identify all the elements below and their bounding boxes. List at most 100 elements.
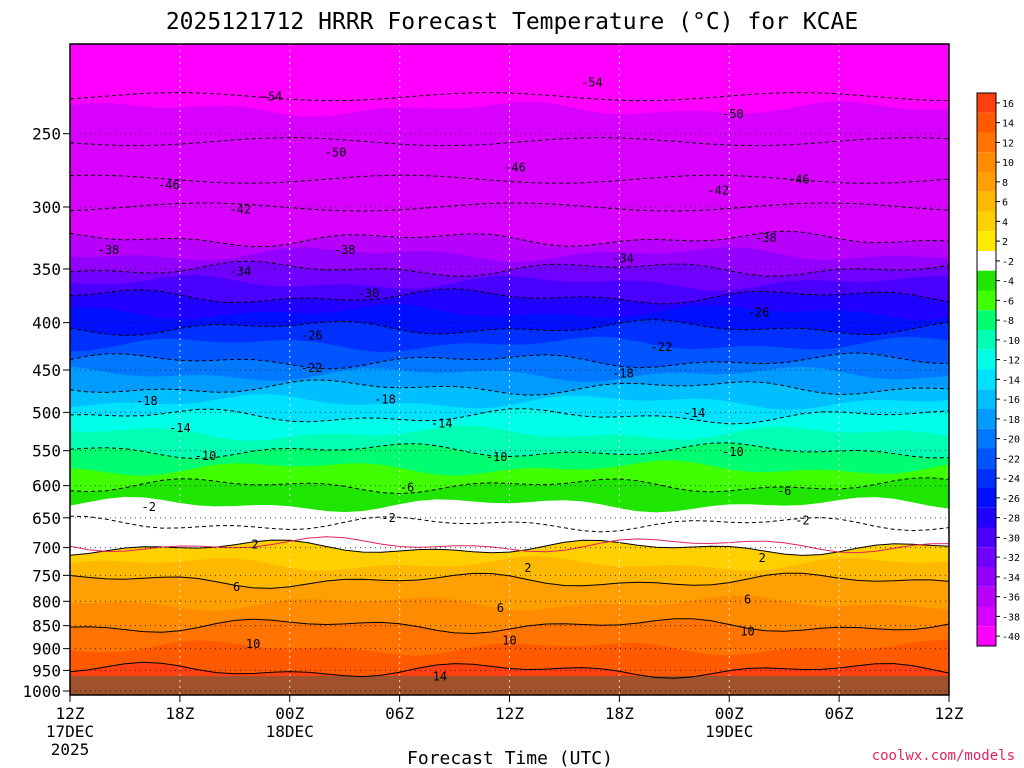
- colorbar-swatch: [977, 369, 996, 390]
- x-tick-date: 19DEC: [705, 722, 753, 741]
- y-tick-label: 400: [32, 314, 61, 333]
- colorbar-swatch: [977, 251, 996, 271]
- colorbar-swatch: [977, 626, 996, 646]
- colorbar-swatch: [977, 349, 996, 370]
- x-tick-label: 06Z: [825, 704, 854, 723]
- credit-text: coolwx.com/models: [872, 748, 1015, 764]
- y-tick-label: 500: [32, 403, 61, 422]
- colorbar-label: -22: [1002, 454, 1020, 465]
- colorbar-label: 6: [1002, 198, 1008, 209]
- y-tick-label: 300: [32, 198, 61, 217]
- colorbar-label: -8: [1002, 316, 1014, 327]
- colorbar-swatch: [977, 231, 996, 251]
- colorbar-label: -2: [1002, 257, 1014, 268]
- colorbar-swatch: [977, 132, 996, 153]
- colorbar-swatch: [977, 448, 996, 469]
- colorbar-label: 16: [1002, 99, 1014, 110]
- isotherm-line: [70, 260, 949, 277]
- colorbar-label: -14: [1002, 375, 1020, 386]
- colorbar-label: -26: [1002, 494, 1020, 505]
- isotherm-labels: -54 -54 -50 -50 -46 -46 -46 -42 -42 -38 -38 -38 -34 -…: [98, 75, 810, 683]
- isotherm-label: -26: [748, 305, 770, 319]
- isotherm-label: -34: [229, 264, 251, 278]
- colorbar-swatch: [977, 468, 996, 488]
- plot-area: -54 -54 -50 -50 -46 -46 -46 -42 -42 -38 -38 -38 -34 -…: [69, 43, 950, 696]
- colorbar-label: -28: [1002, 514, 1020, 525]
- colorbar-swatch: [977, 586, 996, 607]
- isotherm-label: -18: [374, 392, 396, 406]
- colorbar-swatch: [977, 488, 996, 508]
- colorbar-swatch: [977, 409, 996, 429]
- colorbar-swatch: [977, 152, 996, 172]
- colorbar: 16 14 12 10 8 6 4 2 -2 -4 -6 -8 -10 -12 -14 -16 -18 -20 -2…: [976, 92, 1020, 647]
- colorbar-swatch: [977, 93, 996, 113]
- x-tick-label: 12Z: [495, 704, 524, 723]
- isotherm-label: -38: [755, 231, 777, 245]
- y-tick-label: 800: [32, 592, 61, 611]
- colorbar-label: 12: [1002, 138, 1014, 149]
- isotherm-label: 2: [251, 538, 258, 552]
- y-tick-label: 600: [32, 477, 61, 496]
- isotherm-label: -14: [431, 416, 453, 430]
- isotherm-label: 10: [246, 637, 260, 651]
- colorbar-label: -38: [1002, 612, 1020, 623]
- isotherm-label: -2: [142, 500, 156, 514]
- isotherm-label: -2: [795, 513, 809, 527]
- colorbar-swatch: [977, 507, 996, 528]
- x-tick-year: 2025: [51, 740, 90, 759]
- y-tick-label: 700: [32, 539, 61, 558]
- x-axis-label: Forecast Time (UTC): [407, 748, 613, 768]
- y-tick-label: 900: [32, 640, 61, 659]
- isotherm-label: 2: [759, 551, 766, 565]
- isotherm-label: -46: [504, 161, 526, 175]
- isotherm-label: -2: [381, 511, 395, 525]
- colorbar-swatch: [977, 191, 996, 212]
- colorbar-label: -18: [1002, 415, 1020, 426]
- y-tick-label: 650: [32, 509, 61, 528]
- colorbar-label: -36: [1002, 593, 1020, 604]
- isotherm-line: [70, 572, 949, 589]
- isotherm-label: -6: [777, 484, 791, 498]
- isotherm-label: 10: [740, 624, 754, 638]
- isotherm-label: 6: [744, 592, 751, 606]
- isotherm-label: -38: [98, 243, 120, 257]
- isotherm-label: -14: [684, 406, 706, 420]
- isotherm-line: [70, 408, 949, 425]
- isotherm-label: -46: [158, 178, 180, 192]
- isotherm-label: -42: [229, 203, 251, 217]
- x-tick-date: 18DEC: [266, 722, 314, 741]
- x-tick-label: 00Z: [715, 704, 744, 723]
- isotherm-line: [70, 319, 949, 337]
- isotherm-label: -42: [707, 184, 729, 198]
- y-tick-label: 850: [32, 617, 61, 636]
- y-tick-label: 1000: [22, 682, 61, 701]
- isotherm-label: -50: [325, 146, 347, 160]
- colorbar-swatch: [977, 290, 996, 311]
- isotherm-label: -34: [612, 251, 634, 265]
- colorbar-label: -16: [1002, 395, 1020, 406]
- colorbar-label: 10: [1002, 158, 1014, 169]
- y-tick-label: 250: [32, 125, 61, 144]
- isotherm-label: -54: [581, 75, 603, 89]
- colorbar-swatch: [977, 172, 996, 192]
- colorbar-swatch: [977, 527, 996, 548]
- y-tick-label: 550: [32, 442, 61, 461]
- isotherm-line: [70, 442, 949, 460]
- colorbar-label: 8: [1002, 178, 1008, 189]
- colorbar-label: -12: [1002, 356, 1020, 367]
- colorbar-swatch: [977, 567, 996, 587]
- isotherm-label: 14: [433, 670, 447, 684]
- colorbar-swatch: [977, 547, 996, 567]
- x-tick-label: 00Z: [275, 704, 304, 723]
- colorbar-swatch: [977, 330, 996, 350]
- isotherm-line: [70, 618, 949, 635]
- isotherm-label: -30: [358, 286, 380, 300]
- chart-title: 2025121712 HRRR Forecast Temperature (°C…: [166, 9, 858, 35]
- x-tick-label: 18Z: [605, 704, 634, 723]
- y-tick-label: 950: [32, 661, 61, 680]
- isotherm-label: -26: [301, 329, 323, 343]
- isotherm-label: -18: [136, 394, 158, 408]
- isotherm-line: [70, 515, 949, 533]
- colorbar-label: 14: [1002, 119, 1014, 130]
